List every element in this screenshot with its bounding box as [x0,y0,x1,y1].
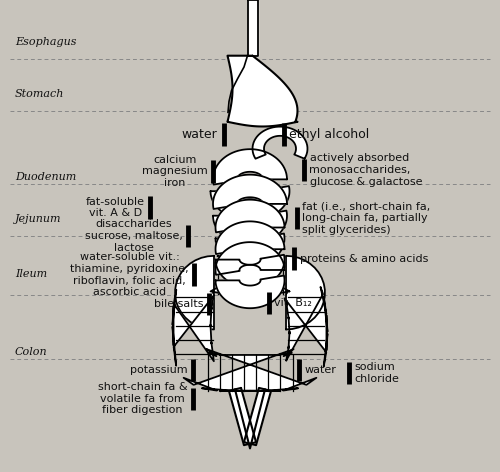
Polygon shape [213,211,287,245]
Text: potassium: potassium [130,365,188,375]
Polygon shape [228,56,298,126]
Polygon shape [172,290,214,366]
Text: disaccharides
sucrose, maltose,
lactose: disaccharides sucrose, maltose, lactose [84,219,182,253]
Polygon shape [252,126,308,159]
Polygon shape [216,242,284,275]
Polygon shape [216,276,284,308]
Polygon shape [284,287,328,366]
Polygon shape [286,256,325,329]
Text: sodium
chloride: sodium chloride [354,362,400,384]
Text: Colon: Colon [15,346,48,357]
Polygon shape [213,175,287,209]
Text: Jejunum: Jejunum [15,214,62,225]
Polygon shape [229,388,256,445]
Text: water: water [304,365,336,375]
Text: Duodenum: Duodenum [15,172,76,182]
Text: fat (i.e., short-chain fa,
long-chain fa, partially
split glycerides): fat (i.e., short-chain fa, long-chain fa… [302,202,430,235]
Polygon shape [213,149,287,185]
Text: short-chain fa &
volatile fa from
fiber digestion: short-chain fa & volatile fa from fiber … [98,382,188,415]
Text: Ileum: Ileum [15,269,47,279]
Polygon shape [216,221,284,254]
Polygon shape [175,256,214,329]
Text: vit. B₁₂: vit. B₁₂ [274,298,312,308]
Text: water-soluble vit.:
thiamine, pyridoxine,
riboflavin, folic acid,
ascorbic acid: water-soluble vit.: thiamine, pyridoxine… [70,253,189,297]
Polygon shape [244,388,271,445]
Text: water: water [182,128,218,141]
Polygon shape [216,200,284,232]
Polygon shape [216,234,284,266]
Polygon shape [210,256,290,295]
Text: calcium
magnesium
iron: calcium magnesium iron [142,155,208,188]
Text: actively absorbed
monosaccharides,
glucose & galactose: actively absorbed monosaccharides, gluco… [310,153,422,186]
Polygon shape [210,186,290,220]
Text: Stomach: Stomach [15,89,64,100]
Polygon shape [248,0,258,56]
Text: proteins & amino acids: proteins & amino acids [300,253,428,264]
Text: bile salts: bile salts [154,299,204,309]
Polygon shape [184,349,316,391]
Polygon shape [216,255,284,287]
Text: ethyl alcohol: ethyl alcohol [289,128,369,141]
Text: Esophagus: Esophagus [15,37,76,48]
Text: fat-soluble
vit. A & D: fat-soluble vit. A & D [86,197,145,219]
